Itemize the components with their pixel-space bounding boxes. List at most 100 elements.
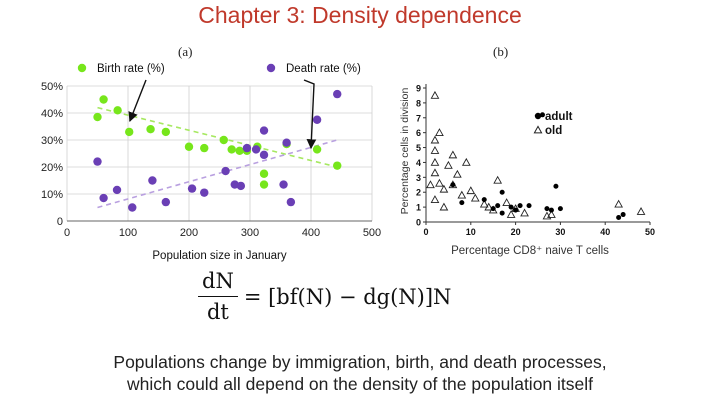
x-tick-label: 10 bbox=[466, 227, 476, 237]
y-tick-label: 0 bbox=[416, 218, 421, 228]
old-point bbox=[430, 135, 440, 144]
adult-point bbox=[517, 203, 523, 209]
death-point bbox=[112, 185, 122, 195]
death-arrow bbox=[303, 79, 317, 150]
death-point bbox=[312, 115, 322, 124]
equation: dN dt = [bf(N) − dg(N)]N bbox=[198, 266, 451, 327]
legend-marker bbox=[266, 63, 276, 73]
birth-point bbox=[259, 180, 269, 189]
death-point bbox=[333, 89, 342, 99]
death-point bbox=[236, 181, 246, 191]
adult-point bbox=[557, 206, 563, 212]
legend-old-marker bbox=[533, 125, 543, 134]
caption-line-1: Populations change by immigration, birth… bbox=[113, 352, 607, 372]
y-tick-label: 7 bbox=[416, 113, 421, 123]
x-tick-label: 20 bbox=[511, 227, 521, 237]
old-point bbox=[457, 190, 467, 199]
y-tick-label: 3 bbox=[416, 173, 421, 183]
trendline bbox=[97, 139, 338, 209]
equation-numerator: dN bbox=[198, 266, 238, 297]
caption-line-2: which could all depend on the density of… bbox=[126, 374, 593, 394]
adult-point bbox=[544, 206, 550, 212]
y-tick-label: 4 bbox=[416, 158, 421, 168]
old-point bbox=[448, 150, 458, 159]
x-axis-title: Population size in January bbox=[152, 250, 286, 262]
y-tick-label: 9 bbox=[416, 84, 421, 94]
legend-adult-label: adult bbox=[545, 111, 573, 123]
y-tick-label: 2 bbox=[416, 188, 421, 198]
adult-point bbox=[490, 206, 496, 212]
equation-denominator: dt bbox=[206, 300, 229, 324]
birth-point bbox=[259, 169, 269, 178]
death-point bbox=[279, 180, 288, 189]
birth-point bbox=[184, 142, 194, 151]
x-tick-label: 40 bbox=[600, 227, 610, 237]
legend-marker bbox=[77, 63, 87, 73]
death-point bbox=[200, 188, 209, 197]
death-point bbox=[187, 184, 197, 193]
old-point bbox=[430, 157, 440, 166]
old-point bbox=[444, 160, 453, 169]
legend-label: Death rate (%) bbox=[286, 63, 361, 75]
birth-point bbox=[161, 127, 171, 137]
x-tick-label: 50 bbox=[645, 227, 655, 237]
birth-point bbox=[312, 145, 322, 154]
old-point bbox=[479, 199, 489, 208]
old-point bbox=[520, 208, 529, 217]
old-point bbox=[502, 198, 512, 206]
birth-point bbox=[333, 161, 342, 170]
old-point bbox=[614, 199, 624, 208]
old-point bbox=[461, 157, 471, 166]
x-tick-label: 30 bbox=[555, 227, 565, 237]
adult-point bbox=[616, 215, 622, 221]
old-point bbox=[466, 186, 476, 195]
x-tick-label: 0 bbox=[423, 227, 428, 237]
panel-a-label: (a) bbox=[178, 44, 193, 59]
old-point bbox=[435, 128, 444, 136]
birth-point bbox=[113, 106, 122, 115]
death-point bbox=[161, 197, 171, 207]
equation-rhs: = [bf(N) − dg(N)]N bbox=[243, 284, 452, 309]
y-tick-label: 30% bbox=[41, 135, 63, 147]
birth-point bbox=[125, 127, 134, 137]
adult-point bbox=[539, 112, 545, 118]
old-point bbox=[452, 169, 462, 178]
y-tick-label: 20% bbox=[41, 162, 63, 174]
death-point bbox=[128, 203, 137, 212]
old-point bbox=[484, 202, 494, 211]
old-point bbox=[430, 195, 440, 203]
death-point bbox=[93, 157, 102, 166]
legend-adult-marker bbox=[534, 112, 542, 120]
birth-point bbox=[219, 135, 228, 145]
adult-point bbox=[553, 183, 559, 189]
y-axis-title: Percentage cells in division bbox=[399, 88, 411, 215]
caption: Populations change by immigration, birth… bbox=[0, 351, 720, 395]
adult-point bbox=[513, 207, 519, 213]
adult-point bbox=[508, 204, 514, 210]
slide-title: Chapter 3: Density dependence bbox=[198, 2, 522, 28]
x-tick-label: 200 bbox=[180, 227, 198, 239]
old-point bbox=[547, 210, 556, 218]
adult-point bbox=[481, 197, 487, 203]
death-point bbox=[242, 143, 252, 153]
death-point bbox=[286, 197, 296, 207]
death-point bbox=[251, 145, 261, 154]
trendline bbox=[97, 106, 338, 168]
x-tick-label: 300 bbox=[241, 227, 259, 239]
birth-arrow bbox=[128, 79, 147, 123]
old-point bbox=[439, 184, 449, 193]
birth-point bbox=[235, 146, 244, 155]
legend-old-label: old bbox=[545, 125, 562, 137]
x-tick-label: 400 bbox=[302, 227, 320, 239]
old-point bbox=[542, 211, 552, 220]
chart-a: 0 10% 20% 30% 40% 50% 0 100 200 300 400 500 Populati… bbox=[41, 63, 381, 262]
old-point bbox=[506, 210, 516, 218]
old-point bbox=[439, 202, 449, 211]
death-point bbox=[221, 166, 230, 176]
y-tick-label: 6 bbox=[416, 128, 421, 138]
adult-point bbox=[499, 210, 505, 216]
death-point bbox=[259, 126, 269, 135]
birth-point bbox=[93, 112, 102, 122]
old-point bbox=[426, 180, 435, 189]
y-tick-label: 1 bbox=[416, 203, 421, 213]
